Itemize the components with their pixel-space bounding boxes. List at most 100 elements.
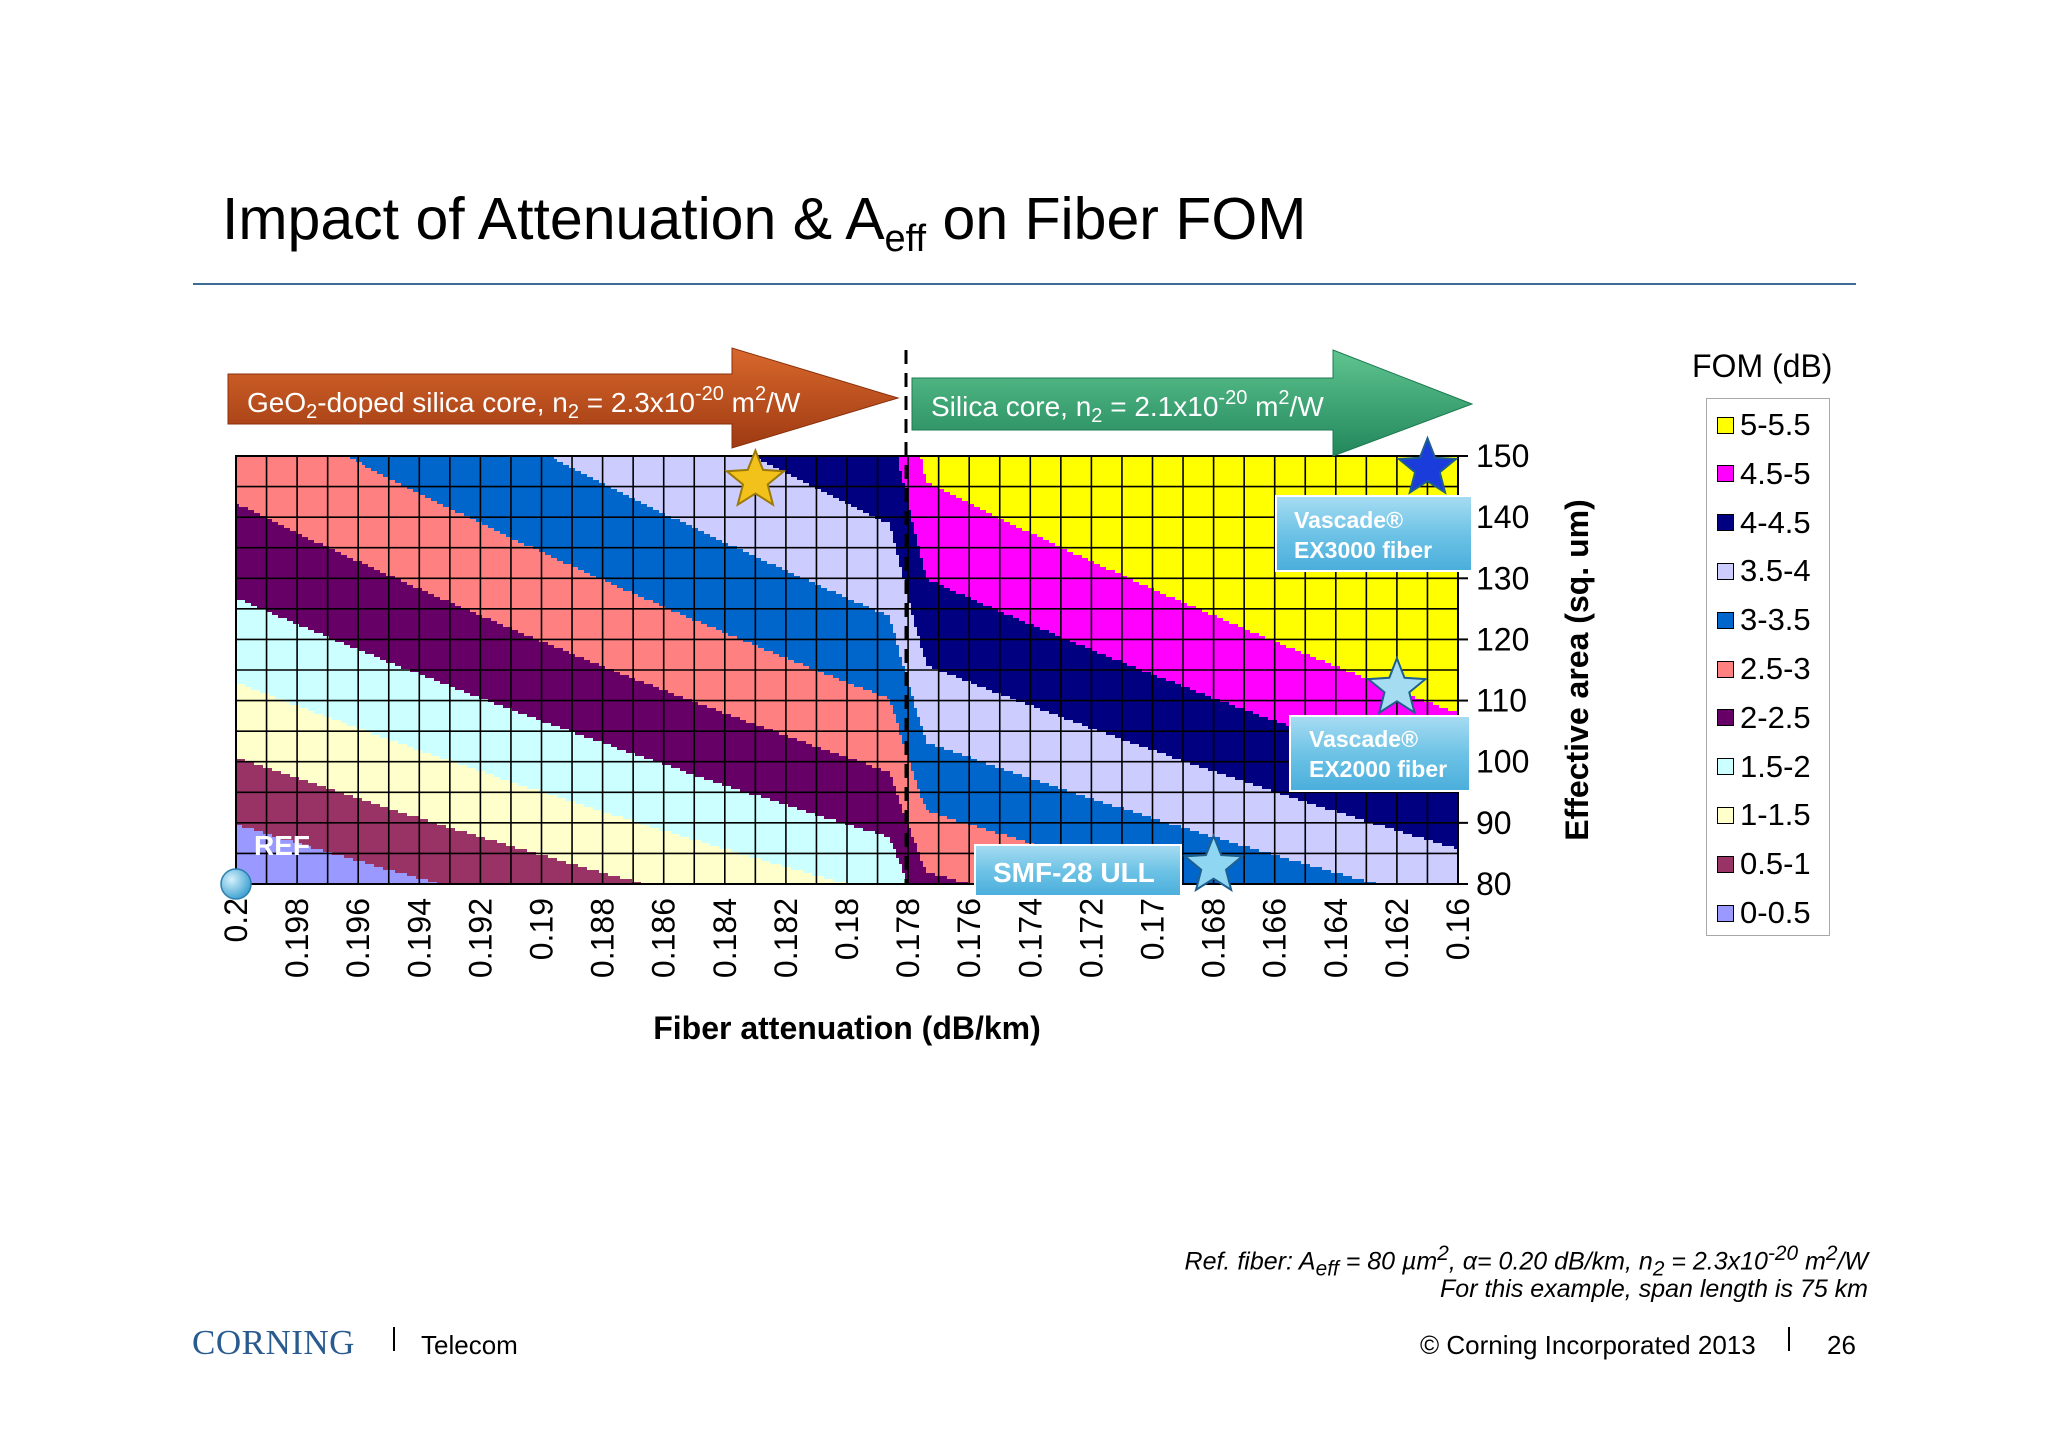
contour-cell (281, 843, 285, 847)
contour-cell (251, 630, 255, 634)
contour-cell (257, 681, 261, 685)
contour-cell (242, 717, 246, 721)
contour-cell (299, 705, 303, 709)
contour-cell (335, 480, 339, 484)
contour-cell (317, 720, 321, 724)
contour-cell (317, 744, 321, 748)
contour-cell (305, 495, 309, 499)
contour-cell (338, 822, 342, 826)
contour-cell (293, 501, 297, 505)
contour-cell (293, 648, 297, 652)
contour-cell (269, 543, 273, 547)
contour-cell (263, 639, 267, 643)
contour-cell (260, 870, 264, 874)
contour-cell (308, 816, 312, 820)
contour-cell (257, 726, 261, 730)
contour-cell (311, 741, 315, 745)
contour-cell (266, 771, 270, 775)
contour-cell (284, 540, 288, 544)
contour-cell (338, 624, 342, 628)
contour-cell (308, 804, 312, 808)
contour-cell (254, 462, 258, 466)
contour-cell (329, 777, 333, 781)
contour-cell (248, 837, 252, 841)
contour-cell (236, 552, 240, 556)
contour-cell (317, 531, 321, 535)
contour-cell (257, 750, 261, 754)
contour-cell (242, 861, 246, 865)
contour-cell (329, 879, 333, 883)
contour-cell (314, 711, 318, 715)
contour-cell (266, 807, 270, 811)
contour-cell (320, 633, 324, 637)
contour-cell (308, 720, 312, 724)
contour-cell (254, 687, 258, 691)
contour-cell (254, 795, 258, 799)
contour-cell (323, 639, 327, 643)
contour-cell (260, 732, 264, 736)
contour-cell (281, 813, 285, 817)
contour-cell (272, 819, 276, 823)
contour-cell (275, 744, 279, 748)
contour-cell (266, 525, 270, 529)
contour-cell (275, 753, 279, 757)
contour-cell (254, 747, 258, 751)
contour-cell (257, 513, 261, 517)
contour-cell (269, 777, 273, 781)
contour-cell (257, 624, 261, 628)
contour-cell (320, 609, 324, 613)
contour-cell (335, 843, 339, 847)
contour-cell (308, 753, 312, 757)
contour-cell (332, 654, 336, 658)
contour-cell (242, 828, 246, 832)
contour-cell (263, 816, 267, 820)
contour-cell (245, 705, 249, 709)
contour-cell (275, 828, 279, 832)
contour-cell (329, 681, 333, 685)
contour-cell (281, 693, 285, 697)
contour-cell (332, 570, 336, 574)
contour-cell (269, 651, 273, 655)
contour-cell (338, 651, 342, 655)
contour-cell (239, 651, 243, 655)
contour-cell (254, 618, 258, 622)
contour-cell (311, 801, 315, 805)
contour-cell (248, 861, 252, 865)
contour-cell (311, 672, 315, 676)
contour-cell (338, 783, 342, 787)
contour-cell (245, 660, 249, 664)
contour-cell (245, 492, 249, 496)
contour-cell (287, 645, 291, 649)
contour-cell (329, 615, 333, 619)
contour-cell (302, 534, 306, 538)
contour-cell (278, 570, 282, 574)
contour-cell (275, 513, 279, 517)
contour-cell (278, 753, 282, 757)
contour-cell (293, 519, 297, 523)
contour-cell (269, 684, 273, 688)
contour-cell (299, 603, 303, 607)
contour-cell (329, 552, 333, 556)
contour-cell (245, 504, 249, 508)
contour-cell (308, 672, 312, 676)
contour-cell (293, 657, 297, 661)
contour-cell (332, 738, 336, 742)
contour-cell (266, 510, 270, 514)
contour-cell (284, 585, 288, 589)
contour-cell (284, 489, 288, 493)
contour-cell (281, 561, 285, 565)
contour-cell (284, 783, 288, 787)
contour-cell (257, 876, 261, 880)
contour-cell (287, 492, 291, 496)
contour-cell (257, 651, 261, 655)
contour-cell (272, 720, 276, 724)
contour-cell (263, 675, 267, 679)
contour-cell (314, 708, 318, 712)
contour-cell (239, 633, 243, 637)
contour-cell (281, 795, 285, 799)
contour-cell (338, 489, 342, 493)
contour-cell (335, 642, 339, 646)
contour-cell (308, 678, 312, 682)
contour-cell (302, 798, 306, 802)
contour-cell (323, 600, 327, 604)
